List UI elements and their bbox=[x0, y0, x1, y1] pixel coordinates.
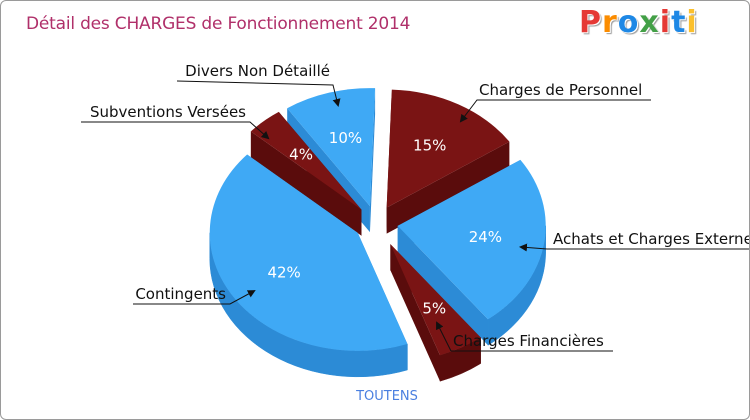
pie-slice bbox=[390, 244, 481, 356]
proxiti-logo: Proxiti bbox=[579, 5, 698, 40]
slice-value-label: 4% bbox=[289, 146, 313, 164]
leader-line bbox=[81, 121, 270, 140]
slice-face bbox=[250, 131, 362, 236]
slice-face bbox=[369, 88, 376, 233]
slice-category-label: Charges Financières bbox=[453, 332, 604, 350]
slice-category-label: Achats et Charges Externes bbox=[553, 230, 750, 248]
pie-slice bbox=[386, 89, 510, 208]
leader-line bbox=[133, 290, 256, 305]
slice-category-label: Subventions Versées bbox=[90, 103, 246, 121]
chart-title: Détail des CHARGES de Fonctionnement 201… bbox=[26, 14, 411, 34]
slice-face bbox=[390, 244, 441, 382]
pie-tops bbox=[209, 88, 546, 356]
slice-value-label: 5% bbox=[422, 299, 446, 317]
pie-slice bbox=[397, 159, 546, 320]
slice-value-label: 10% bbox=[329, 129, 362, 147]
pie-slice bbox=[250, 111, 362, 210]
slice-category-label: Divers Non Détaillé bbox=[185, 62, 330, 80]
slice-face bbox=[397, 225, 489, 346]
slice-category-label: Contingents bbox=[135, 285, 226, 303]
leader-line bbox=[176, 80, 341, 107]
leader-line bbox=[459, 99, 651, 123]
pie-slice bbox=[209, 154, 408, 351]
slice-value-label: 42% bbox=[267, 263, 300, 281]
slice-face bbox=[386, 141, 510, 234]
slice-category-label: Charges de Personnel bbox=[479, 81, 642, 99]
slice-value-label: 24% bbox=[469, 228, 502, 246]
leader-line bbox=[436, 321, 613, 352]
chart-subtitle: TOUTENS bbox=[355, 389, 418, 404]
leader-line bbox=[519, 243, 749, 252]
pie-slice bbox=[287, 88, 376, 207]
slice-value-label: 15% bbox=[413, 137, 446, 155]
